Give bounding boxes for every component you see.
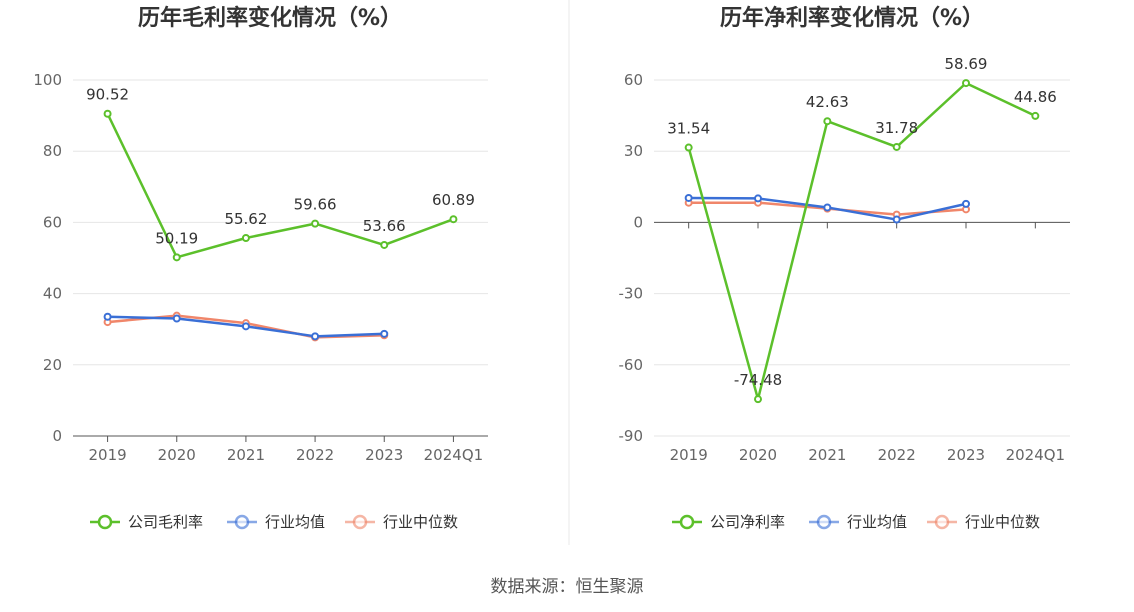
legend-marker	[234, 514, 250, 530]
data-source: 数据来源：恒生聚源	[491, 577, 644, 597]
data-label: 50.19	[155, 229, 198, 247]
y-tick-label: 0	[633, 213, 643, 231]
x-tick-label: 2020	[739, 446, 777, 464]
chart-title: 历年毛利率变化情况（%）	[138, 5, 402, 31]
data-label: 31.78	[875, 119, 918, 137]
x-tick-label: 2021	[227, 446, 265, 464]
data-label: 55.62	[224, 210, 267, 228]
data-point	[241, 322, 250, 331]
data-point	[754, 194, 762, 203]
legend-label: 公司净利率	[710, 513, 785, 531]
series-line	[687, 81, 1036, 401]
legend-marker	[679, 514, 695, 530]
data-point	[103, 109, 112, 118]
data-point	[449, 215, 458, 224]
x-tick-label: 2023	[947, 446, 985, 464]
data-point	[241, 233, 250, 242]
data-point	[311, 332, 320, 341]
x-tick-label: 2019	[88, 446, 126, 464]
data-label: -74.48	[734, 371, 782, 389]
data-point	[380, 240, 389, 249]
legend-label: 行业均值	[265, 513, 325, 531]
data-point	[684, 143, 693, 152]
net-margin-chart: 历年净利率变化情况（%） -90 -60 -30 0 30 60 2019 2020 2021 20…	[619, 5, 1070, 531]
legend-marker	[97, 514, 113, 530]
data-label: 90.52	[86, 86, 129, 104]
y-tick-label: 80	[43, 142, 62, 160]
x-tick-label: 2020	[158, 446, 196, 464]
data-label: 59.66	[294, 196, 337, 214]
x-tick-label: 2022	[878, 446, 916, 464]
legend-label: 行业均值	[847, 513, 907, 531]
data-label: 53.66	[363, 217, 406, 235]
chart-title: 历年净利率变化情况（%）	[720, 5, 984, 31]
x-tick-label: 2019	[670, 446, 708, 464]
legend-marker	[352, 514, 368, 530]
data-label: 44.86	[1014, 88, 1057, 106]
data-point	[823, 203, 832, 212]
data-point	[962, 199, 970, 208]
data-point	[172, 314, 181, 323]
y-tick-label: 0	[52, 427, 62, 445]
data-point	[892, 142, 901, 151]
y-tick-label: 60	[624, 71, 643, 89]
x-tick-label: 2022	[296, 446, 334, 464]
data-point	[754, 395, 762, 404]
x-tick-label: 2021	[808, 446, 846, 464]
data-point	[684, 193, 693, 202]
data-label: 60.89	[432, 191, 475, 209]
legend-label: 行业中位数	[965, 513, 1040, 531]
x-tick-label: 2024Q1	[424, 446, 484, 464]
data-label: 58.69	[945, 55, 988, 73]
y-tick-label: -30	[619, 285, 644, 303]
legend-marker	[816, 514, 832, 530]
legend-marker	[934, 514, 950, 530]
data-point	[962, 79, 970, 88]
x-tick-label: 2024Q1	[1006, 446, 1066, 464]
data-label: 31.54	[667, 120, 710, 138]
series-line	[106, 113, 454, 259]
y-tick-label: -90	[619, 427, 644, 445]
x-tick-label: 2023	[365, 446, 403, 464]
y-tick-label: 20	[43, 356, 62, 374]
data-point	[823, 117, 832, 126]
y-tick-label: 100	[33, 71, 62, 89]
data-point	[892, 215, 901, 224]
y-tick-label: 40	[43, 285, 62, 303]
data-point	[172, 253, 181, 262]
y-tick-label: -60	[619, 356, 644, 374]
data-point	[1031, 111, 1040, 120]
y-tick-label: 30	[624, 142, 643, 160]
data-label: 42.63	[806, 93, 849, 111]
data-point	[380, 329, 389, 338]
y-tick-label: 60	[43, 213, 62, 231]
legend-label: 行业中位数	[383, 513, 458, 531]
data-point	[103, 312, 112, 321]
legend-label: 公司毛利率	[128, 513, 203, 531]
gross-margin-chart: 历年毛利率变化情况（%） 0 20 40 60 80 100 2019 2020 2021 2022…	[33, 5, 488, 531]
data-point	[311, 219, 320, 228]
